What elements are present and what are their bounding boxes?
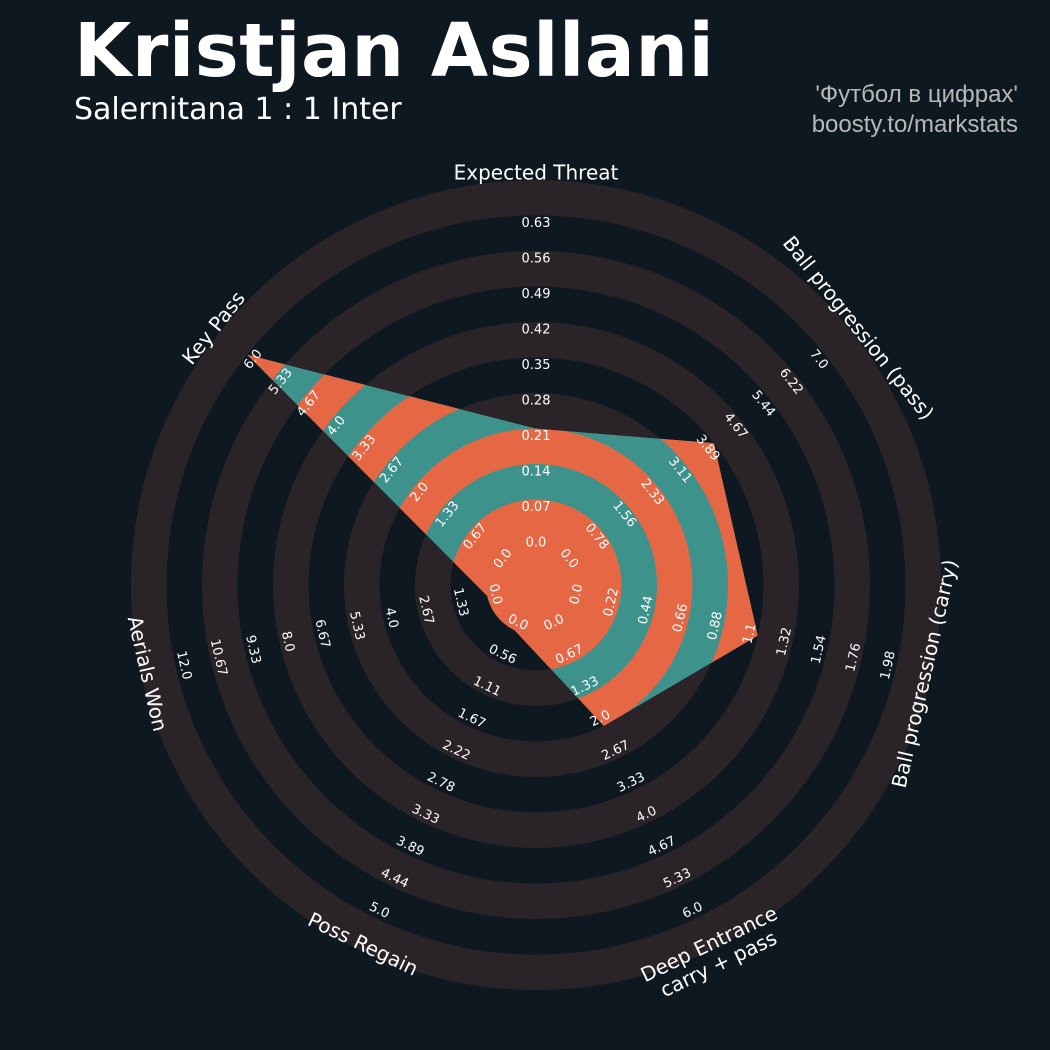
tick-label: 0.0 [526, 536, 547, 551]
tick-label: 0.56 [522, 252, 551, 267]
tick-label: 0.0 [485, 583, 504, 607]
credit-block: 'Футбол в цифрах' boosty.to/markstats [812, 80, 1018, 140]
tick-label: 5.33 [346, 610, 367, 642]
tick-label: 0.22 [601, 586, 622, 618]
tick-label: 0.44 [636, 594, 657, 626]
tick-label: 0.35 [522, 358, 551, 373]
tick-label: 6.67 [311, 618, 332, 650]
player-name-title: Kristjan Asllani [74, 8, 715, 94]
tick-label: 0.88 [705, 610, 726, 642]
tick-label: 1.1 [740, 622, 759, 646]
tick-label: 8.0 [278, 630, 297, 654]
tick-label: 0.07 [522, 500, 551, 515]
axis-label-line: Expected Threat [454, 161, 619, 185]
credit-line-1: 'Футбол в цифрах' [815, 81, 1018, 108]
tick-label: 1.98 [878, 650, 899, 682]
axis-label: Expected Threat [454, 161, 619, 185]
tick-label: 0.66 [670, 602, 691, 634]
tick-label: 4.0 [382, 606, 401, 630]
tick-label: 0.28 [522, 394, 551, 409]
value-polygon [247, 354, 758, 726]
tick-label: 0.63 [522, 216, 551, 231]
tick-label: 0.42 [522, 323, 551, 338]
tick-label: 1.33 [450, 586, 471, 618]
match-subtitle: Salernitana 1 : 1 Inter [74, 92, 402, 127]
tick-label: 9.33 [242, 634, 263, 666]
tick-label: 1.76 [843, 642, 864, 674]
tick-label: 0.21 [522, 429, 551, 444]
tick-label: 12.0 [173, 650, 194, 682]
radar-center-disc-top [486, 535, 586, 635]
tick-label: 2.67 [415, 594, 436, 626]
tick-label: 0.14 [522, 465, 551, 480]
tick-label: 0.49 [522, 287, 551, 302]
tick-label: 0.0 [567, 583, 586, 607]
tick-label: 1.32 [774, 626, 795, 658]
tick-label: 1.54 [809, 634, 830, 666]
credit-line-2: boosty.to/markstats [811, 111, 1018, 138]
